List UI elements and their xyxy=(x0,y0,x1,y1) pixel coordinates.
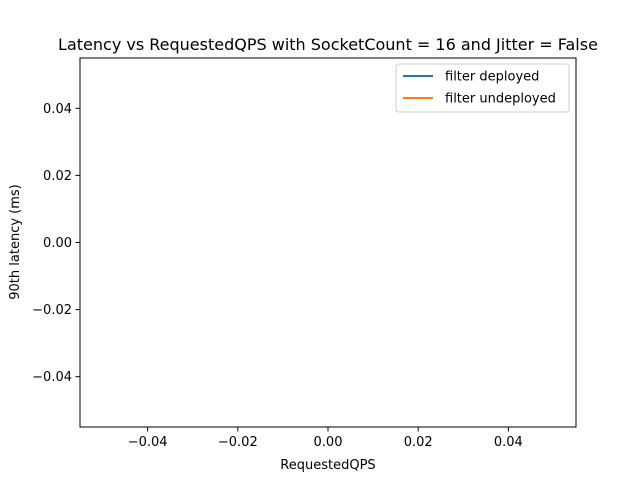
legend: filter deployed filter undeployed xyxy=(395,63,570,113)
x-tick-label: −0.02 xyxy=(218,435,258,450)
chart-title: Latency vs RequestedQPS with SocketCount… xyxy=(58,35,598,54)
legend-label: filter undeployed xyxy=(445,92,556,107)
y-axis-label: 90th latency (ms) xyxy=(8,184,23,299)
x-axis: −0.04 −0.02 0.00 0.02 0.04 xyxy=(128,427,523,450)
legend-label: filter deployed xyxy=(445,70,539,85)
y-tick-label: 0.02 xyxy=(43,169,72,184)
x-tick-label: 0.02 xyxy=(404,435,433,450)
legend-box xyxy=(395,63,570,113)
x-tick-label: 0.04 xyxy=(494,435,523,450)
x-tick-label: 0.00 xyxy=(314,435,343,450)
y-tick-label: 0.00 xyxy=(43,236,72,251)
y-tick-label: −0.04 xyxy=(32,370,72,385)
x-tick-label: −0.04 xyxy=(128,435,168,450)
y-tick-label: −0.02 xyxy=(32,303,72,318)
x-axis-label: RequestedQPS xyxy=(280,458,375,473)
y-tick-label: 0.04 xyxy=(43,102,72,117)
y-axis: −0.04 −0.02 0.00 0.02 0.04 xyxy=(32,102,80,385)
